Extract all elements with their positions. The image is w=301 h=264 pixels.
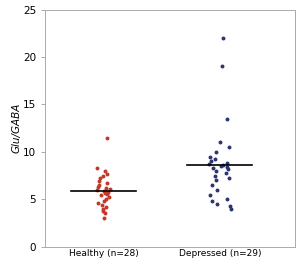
Y-axis label: Glu/GABA: Glu/GABA [11,103,22,153]
Point [210,166,215,170]
Point [215,188,220,192]
Point [228,204,233,208]
Point [107,195,112,200]
Point [107,187,112,191]
Point [100,207,105,211]
Point [215,202,219,206]
Point [100,209,105,213]
Point [213,150,218,154]
Point [102,199,107,203]
Point [104,205,108,209]
Point [223,171,228,175]
Point [95,185,100,189]
Point [94,188,99,192]
Point [218,140,223,144]
Point [104,186,108,190]
Point [96,183,101,187]
Point [213,178,218,182]
Point [227,145,232,149]
Point [97,176,102,181]
Point [208,154,213,159]
Point [226,167,231,171]
Point [105,135,110,140]
Point [99,203,104,207]
Point [209,199,214,203]
Point [105,190,110,194]
Point [208,192,213,197]
Point [103,169,108,173]
Point [220,163,225,167]
Point [103,211,107,216]
Point [221,36,226,40]
Point [213,157,218,162]
Point [207,162,212,166]
Point [225,165,230,169]
Point [101,173,106,178]
Point [229,207,234,211]
Point [219,164,223,168]
Point [98,193,103,197]
Point [101,188,106,193]
Point [104,191,109,196]
Point [97,179,102,183]
Point [101,216,106,220]
Point [209,183,214,187]
Point [214,169,219,173]
Point [225,161,230,165]
Point [225,116,229,121]
Point [104,172,109,176]
Point [208,159,213,163]
Point [96,201,101,205]
Point [226,176,231,181]
Point [213,173,217,178]
Point [104,197,109,201]
Point [103,191,107,195]
Point [220,64,225,69]
Point [225,197,230,201]
Point [105,181,110,185]
Point [94,166,99,170]
